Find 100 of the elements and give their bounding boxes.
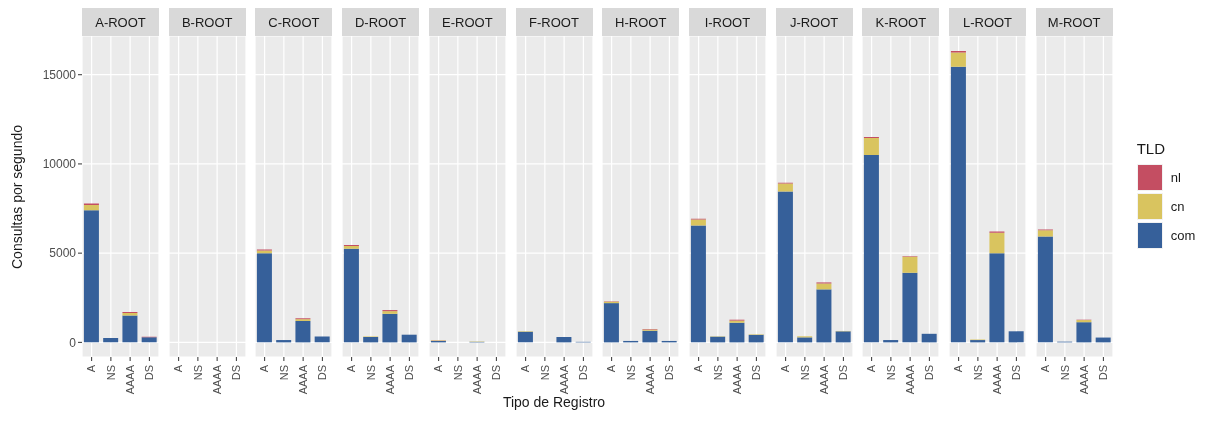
x-tick-label: A — [85, 364, 98, 373]
x-tick-label: AAAA — [297, 364, 310, 395]
x-tick-label: NS — [451, 365, 464, 381]
x-tick-label: DS — [923, 365, 936, 381]
x-tick-label: NS — [538, 365, 551, 381]
x-tick-label: DS — [836, 365, 849, 381]
bar — [257, 253, 273, 343]
bar — [642, 330, 658, 343]
legend-label: com — [1170, 228, 1196, 243]
bar — [382, 313, 398, 343]
chart-title: L-ROOT — [949, 8, 1026, 36]
bar — [555, 337, 571, 343]
bar — [401, 334, 417, 343]
x-tick-label: A — [518, 364, 531, 373]
chart-title: M-ROOT — [1035, 8, 1113, 36]
x-tick-label: A — [345, 364, 358, 373]
chart-title: C-ROOT — [255, 8, 333, 36]
x-tick-label: DS — [1010, 365, 1023, 381]
x-tick-label: AAAA — [990, 364, 1003, 395]
x-tick-label: A — [865, 364, 878, 373]
bar — [517, 331, 533, 343]
x-tick-label: A — [779, 364, 792, 373]
bar — [83, 210, 99, 343]
chart-title: K-ROOT — [862, 8, 940, 36]
x-tick-label: DS — [1096, 365, 1109, 381]
y-tick-label: 5000 — [49, 246, 77, 261]
x-tick-label: A — [605, 364, 618, 373]
x-tick-label: AAAA — [730, 364, 743, 395]
x-tick-label: NS — [104, 365, 117, 381]
legend-label: cn — [1170, 199, 1185, 214]
chart-title: D-ROOT — [342, 8, 420, 36]
bar — [921, 333, 937, 343]
x-tick-label: NS — [624, 365, 637, 381]
bar — [950, 66, 966, 343]
bar — [816, 289, 832, 343]
legend-title: TLD — [1136, 140, 1167, 157]
x-tick-label: DS — [750, 365, 763, 381]
x-tick-label: DS — [143, 365, 156, 381]
x-tick-label: AAAA — [904, 364, 917, 395]
bar — [796, 337, 812, 343]
x-tick-label: NS — [191, 365, 204, 381]
legend-label: nl — [1170, 170, 1181, 185]
x-tick-label: A — [692, 364, 705, 373]
bar — [1076, 322, 1092, 343]
chart-title: F-ROOT — [515, 8, 593, 36]
chart-title: E-ROOT — [428, 8, 506, 36]
x-tick-label: AAAA — [557, 364, 570, 395]
bar — [989, 253, 1005, 343]
x-tick-label: A — [1039, 364, 1052, 373]
x-tick-label: A — [432, 364, 445, 373]
bar — [950, 52, 966, 67]
y-tick-label: 0 — [69, 335, 77, 350]
bar — [864, 155, 880, 343]
x-tick-label: AAAA — [470, 364, 483, 395]
chart-title: A-ROOT — [82, 8, 159, 36]
bar — [1008, 331, 1024, 343]
y-axis-title: Consultas por segundo — [9, 123, 26, 271]
x-axis-title: Tipo de Registro — [501, 394, 607, 410]
x-tick-label: DS — [490, 365, 503, 381]
bar — [295, 320, 311, 343]
bar — [864, 138, 880, 156]
x-tick-label: A — [172, 364, 185, 373]
bar — [729, 322, 745, 343]
bar — [710, 336, 726, 343]
bar — [690, 225, 706, 343]
x-tick-label: AAAA — [210, 364, 223, 395]
bar — [122, 315, 138, 343]
bar — [604, 303, 620, 343]
x-tick-label: A — [952, 364, 965, 373]
x-tick-label: AAAA — [123, 364, 136, 395]
x-tick-label: NS — [278, 365, 291, 381]
x-tick-label: DS — [316, 365, 329, 381]
bar — [363, 337, 379, 343]
bar — [835, 331, 851, 343]
x-tick-label: NS — [971, 365, 984, 381]
x-tick-label: AAAA — [817, 364, 830, 395]
chart-title: B-ROOT — [168, 8, 246, 36]
bar — [1037, 230, 1053, 237]
x-tick-label: NS — [798, 365, 811, 381]
bar — [777, 183, 793, 192]
bar — [902, 256, 918, 273]
x-tick-label: DS — [576, 365, 589, 381]
x-tick-label: NS — [711, 365, 724, 381]
bar — [344, 248, 360, 343]
x-tick-label: NS — [885, 365, 898, 381]
x-tick-label: AAAA — [384, 364, 397, 395]
bar — [902, 272, 918, 343]
bar — [141, 337, 157, 343]
y-tick-label: 10000 — [42, 157, 77, 172]
x-tick-label: NS — [364, 365, 377, 381]
x-tick-label: AAAA — [1077, 364, 1090, 395]
bar — [83, 204, 99, 211]
bar — [103, 337, 119, 343]
x-tick-label: DS — [229, 365, 242, 381]
y-tick-label: 15000 — [42, 67, 77, 82]
bar — [777, 191, 793, 343]
bar — [315, 336, 331, 343]
x-tick-label: NS — [1058, 365, 1071, 381]
bar — [748, 334, 764, 343]
x-tick-label: AAAA — [644, 364, 657, 395]
